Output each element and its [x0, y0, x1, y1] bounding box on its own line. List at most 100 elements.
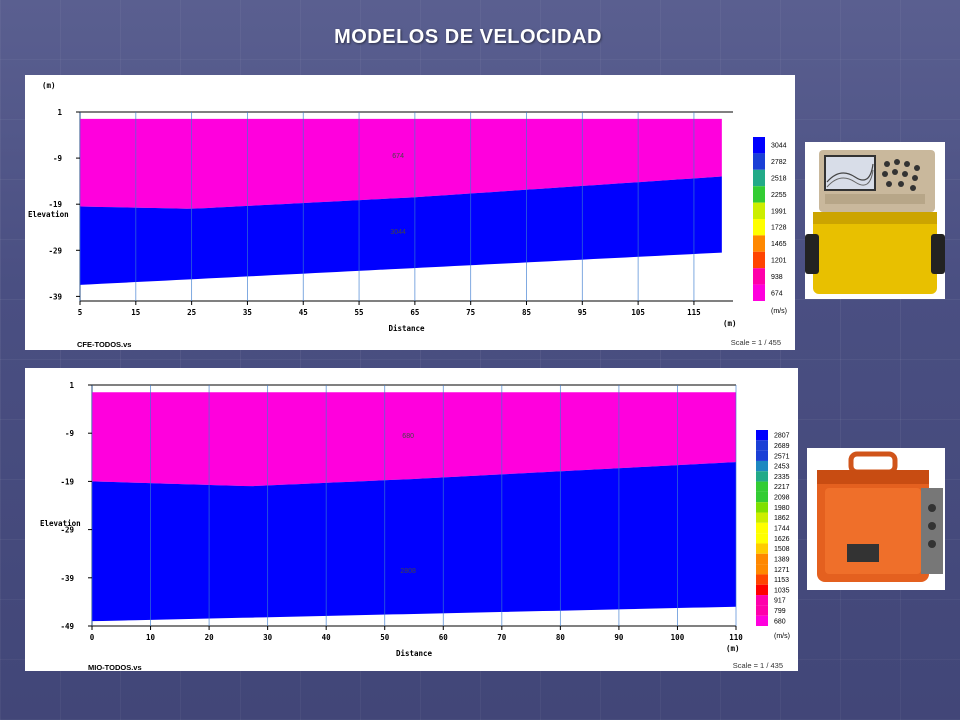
- legend-value: 2518: [771, 176, 787, 183]
- legend-swatch: [756, 574, 768, 585]
- legend-swatch: [753, 186, 765, 203]
- velocity-layer-2: [92, 462, 736, 622]
- x-tick-label: 50: [380, 633, 390, 642]
- x-axis-label: Distance: [396, 649, 433, 658]
- legend-swatch: [756, 522, 768, 534]
- legend-value: 1389: [774, 556, 790, 563]
- legend-value: 2571: [774, 453, 790, 460]
- legend-value: 680: [774, 618, 786, 625]
- x-tick-label: 55: [355, 308, 364, 317]
- legend-swatch: [756, 615, 768, 626]
- legend-unit: (m/s): [774, 633, 790, 640]
- x-unit-label: (m): [726, 644, 740, 653]
- layer-velocity-label: 2808: [400, 568, 416, 575]
- legend-swatch: [753, 219, 765, 236]
- x-axis-label: Distance: [388, 324, 425, 333]
- legend-value: 2689: [774, 443, 790, 450]
- legend-value: 1035: [774, 587, 790, 594]
- legend-value: 2782: [771, 159, 787, 166]
- legend-value: 2807: [774, 433, 790, 440]
- legend-swatch: [753, 202, 765, 219]
- legend-swatch: [753, 268, 765, 285]
- file-name: MIO-TODOS.vs: [88, 663, 142, 671]
- y-tick-label: -9: [53, 154, 63, 163]
- x-tick-label: 5: [78, 308, 83, 317]
- x-tick-label: 10: [146, 633, 156, 642]
- velocity-model-panel-1: 5 15 25 35 45 55 65 75 85 95 105 115 1 -9 -19 -29 -39 (m)…: [25, 75, 795, 350]
- y-tick-label: -29: [60, 526, 74, 535]
- x-tick-label: 60: [439, 633, 449, 642]
- legend-swatch: [756, 502, 768, 513]
- legend-value: 799: [774, 608, 786, 615]
- velocity-model-panel-2: 0 10 20 30 40 50 60 70 80 90 100 110 1 -9 -19 -29 -39 -49…: [25, 368, 798, 671]
- y-tick-label: 1: [57, 108, 62, 117]
- y-tick-label: -39: [60, 574, 74, 583]
- velocity-layer-1: [80, 118, 722, 209]
- velocity-model-chart-1: 5 15 25 35 45 55 65 75 85 95 105 115 1 -9 -19 -29 -39 (m)…: [28, 81, 787, 349]
- legend-swatch: [753, 137, 765, 154]
- layer-velocity-label: 3044: [390, 229, 406, 236]
- x-tick-label: 20: [205, 633, 215, 642]
- legend-unit: (m/s): [771, 308, 787, 315]
- y-tick-label: -19: [48, 200, 62, 209]
- y-tick-label: -19: [60, 477, 74, 486]
- velocity-layer-1: [92, 392, 736, 487]
- y-tick-label: -9: [65, 429, 75, 438]
- legend-swatch: [756, 430, 768, 441]
- x-tick-label: 80: [556, 633, 566, 642]
- legend-value: 3044: [771, 143, 787, 150]
- x-tick-label: 45: [299, 308, 308, 317]
- legend-swatch: [756, 481, 768, 492]
- legend-value: 1201: [771, 258, 787, 265]
- legend-value: 1991: [771, 208, 787, 215]
- x-tick-label: 85: [522, 308, 531, 317]
- x-tick-label: 90: [614, 633, 624, 642]
- legend-value: 2098: [774, 495, 790, 502]
- legend-swatch: [753, 284, 765, 301]
- layer-velocity-label: 674: [392, 153, 404, 160]
- legend-value: 1271: [774, 567, 790, 574]
- legend-value: 1508: [774, 546, 790, 553]
- legend-swatch: [756, 533, 768, 544]
- legend-value: 2217: [774, 484, 790, 491]
- y-axis-label: Elevation: [28, 210, 69, 219]
- x-tick-label: 0: [90, 633, 95, 642]
- x-tick-label: 35: [243, 308, 252, 317]
- legend-value: 1744: [774, 526, 790, 533]
- legend-swatch: [756, 605, 768, 616]
- y-tick-label: -39: [48, 292, 62, 301]
- x-tick-label: 75: [466, 308, 475, 317]
- legend-value: 674: [771, 290, 783, 297]
- y-tick-label: -49: [60, 622, 74, 631]
- legend-value: 1626: [774, 536, 790, 543]
- legend-swatch: [756, 460, 768, 472]
- legend-value: 917: [774, 598, 786, 605]
- y-tick-label: 1: [69, 381, 74, 390]
- legend-value: 2335: [774, 474, 790, 481]
- x-tick-label: 15: [131, 308, 140, 317]
- y-unit-label: (m): [42, 81, 56, 90]
- scale-text: Scale = 1 / 455: [731, 338, 781, 347]
- legend-value: 1980: [774, 505, 790, 512]
- x-tick-label: 110: [729, 633, 743, 642]
- legend-swatch: [753, 153, 765, 170]
- legend-swatch: [756, 491, 768, 503]
- legend-swatch: [756, 450, 768, 461]
- x-tick-label: 25: [187, 308, 196, 317]
- legend-swatch: [756, 564, 768, 575]
- legend-value: 1153: [774, 577, 789, 584]
- velocity-model-chart-2: 0 10 20 30 40 50 60 70 80 90 100 110 1 -9 -19 -29 -39 -49…: [40, 381, 790, 671]
- legend-value: 1862: [774, 515, 790, 522]
- legend-swatch: [756, 512, 768, 523]
- velocity-layer-2: [80, 176, 722, 285]
- legend-swatch: [756, 584, 768, 596]
- scale-text: Scale = 1 / 435: [733, 661, 783, 670]
- x-tick-label: 105: [631, 308, 645, 317]
- x-tick-label: 65: [410, 308, 419, 317]
- x-tick-label: 40: [322, 633, 332, 642]
- legend-swatch: [756, 595, 768, 606]
- legend-swatch: [753, 169, 765, 187]
- field-equipment-photo: [807, 448, 945, 590]
- layer-velocity-label: 680: [402, 433, 414, 440]
- x-tick-label: 95: [578, 308, 587, 317]
